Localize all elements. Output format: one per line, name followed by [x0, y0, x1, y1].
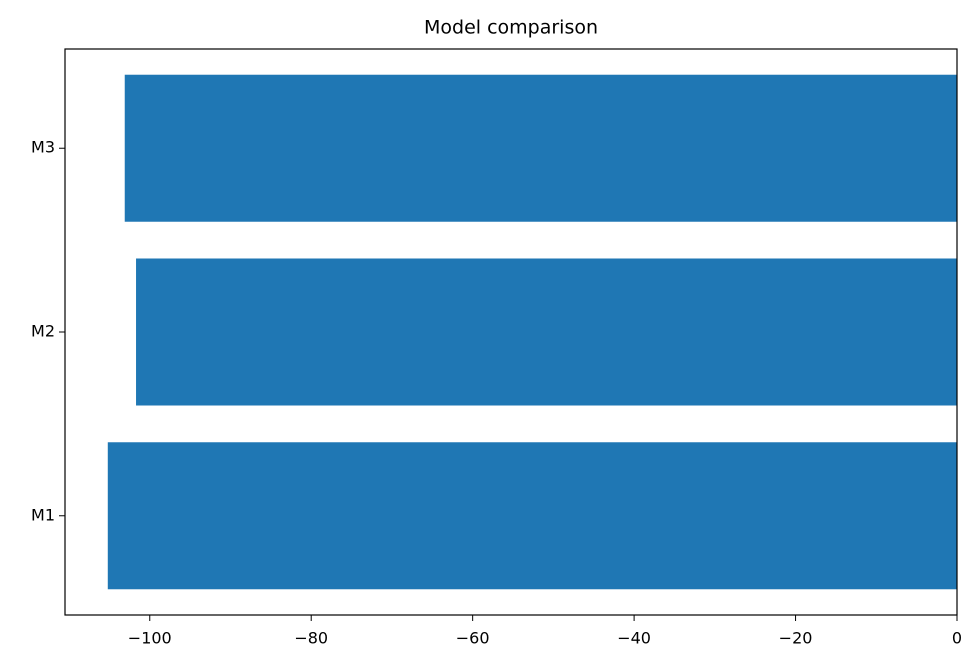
x-tick-label: −80 [294, 629, 328, 648]
x-tick-label: −60 [456, 629, 490, 648]
x-tick-label: 0 [952, 629, 962, 648]
y-tick-label: M1 [31, 505, 55, 524]
y-tick-label: M3 [31, 138, 55, 157]
bar [136, 258, 957, 406]
bar [124, 74, 958, 222]
x-tick-label: −40 [617, 629, 651, 648]
x-tick-label: −20 [779, 629, 813, 648]
x-tick-label: −100 [128, 629, 172, 648]
chart-title: Model comparison [424, 17, 598, 39]
bar [107, 442, 958, 590]
y-tick-label: M2 [31, 322, 55, 341]
plot-frame [64, 48, 958, 616]
